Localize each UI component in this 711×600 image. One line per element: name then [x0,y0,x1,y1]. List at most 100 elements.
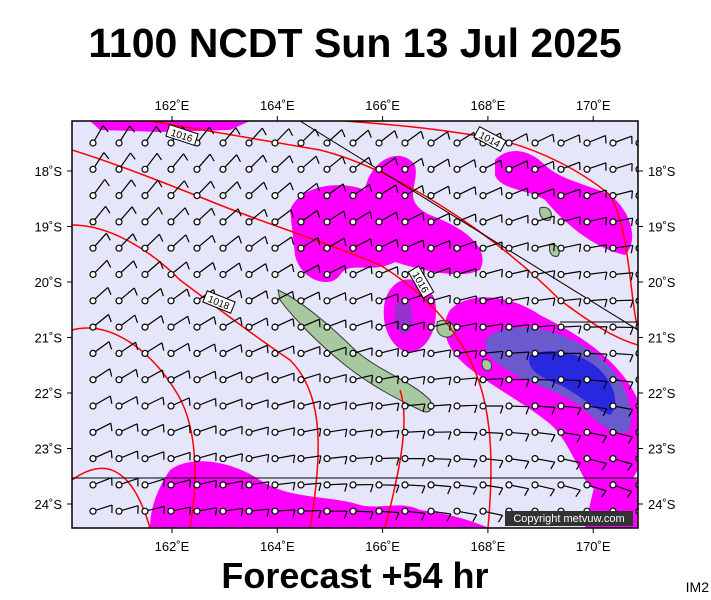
barb-station [349,402,357,410]
barb-station [323,192,331,200]
barb-station [505,218,513,226]
barb-station [167,507,175,515]
barb-station [297,402,305,410]
barb-flag [214,371,217,380]
wind-barb [167,424,191,436]
barb-flag [240,481,244,490]
wind-barb [115,125,136,147]
image-id: IM2 [686,579,710,595]
barb-station [89,139,97,147]
barb-station [141,244,149,252]
barb-station [505,323,513,331]
wind-barb [115,314,139,331]
wind-barb [401,239,425,252]
barb-flag [267,454,270,463]
barb-flag [129,125,136,133]
barb-flag [370,429,374,438]
barb-flag [341,156,346,165]
barb-flag [525,379,530,388]
barb-station [297,481,305,489]
wind-barb [245,317,269,331]
barb-station [401,244,409,252]
barb-station [323,349,331,357]
barb-flag [501,296,504,305]
barb-flag [266,345,269,354]
barb-station [167,323,175,331]
wind-barb [193,316,217,331]
barb-flag [130,179,137,187]
barb-station [557,481,565,489]
wind-barb [323,507,348,519]
wind-barb [349,455,374,466]
wind-barb [453,376,478,386]
barb-station [297,507,305,515]
barb-flag [159,261,164,270]
barb-flag [129,152,136,160]
barb-flag [341,129,346,138]
barb-station [323,218,331,226]
barb-station [453,218,461,226]
barb-station [193,349,201,357]
wind-barb [583,244,608,253]
barb-flag [474,377,478,386]
barb-station [479,192,487,200]
barb-station [219,165,227,173]
wind-barb [89,259,112,279]
barb-station [245,481,253,489]
barb-stem [639,511,657,519]
barb-station [349,349,357,357]
barb-flag [552,134,555,143]
barb-station [245,297,253,305]
barb-station [271,139,279,147]
wind-barb [89,205,111,226]
wind-barb [271,399,295,410]
lat-label: 22˚S [35,386,63,401]
wind-barb [193,343,217,357]
barb-station [583,218,591,226]
barb-station [375,481,383,489]
wind-barb [583,189,607,200]
barb-station [635,323,638,331]
wind-barb [479,214,503,226]
barb-flag [110,423,113,432]
barb-station [609,270,617,279]
barb-station [219,376,227,384]
barb-flag [241,453,244,462]
wind-barb [505,296,530,306]
barb-station [401,349,409,357]
barb-flag [238,262,243,271]
barb-flag [501,269,503,278]
wind-barb [141,423,165,436]
barb-stem [639,485,658,492]
barb-station [583,428,591,436]
barb-station [583,192,591,200]
barb-station [141,165,149,173]
wind-barb [323,237,347,252]
barb-flag [263,209,268,218]
barb-station [505,481,513,489]
wind-barb [323,373,347,384]
barb-flag [213,316,217,325]
barb-station [427,139,435,147]
barb-station [141,402,149,410]
barb-flag [163,506,166,515]
barb-flag [369,211,373,220]
barb-flag [526,160,529,169]
wind-barb [271,182,294,200]
barb-flag [136,396,139,405]
wind-barb [89,125,109,147]
barb-station [323,270,331,279]
barb-station [89,428,97,436]
barb-station [219,270,227,279]
barb-station [115,428,123,436]
wind-barb [453,131,477,147]
barb-flag [630,245,634,254]
wind-barb [609,376,634,390]
barb-flag [367,129,372,138]
barb-station [609,455,617,463]
wind-barb [505,187,529,200]
wind-barb [427,240,451,252]
barb-flag [344,265,347,274]
wind-barb [167,288,191,305]
map-area [72,121,658,528]
